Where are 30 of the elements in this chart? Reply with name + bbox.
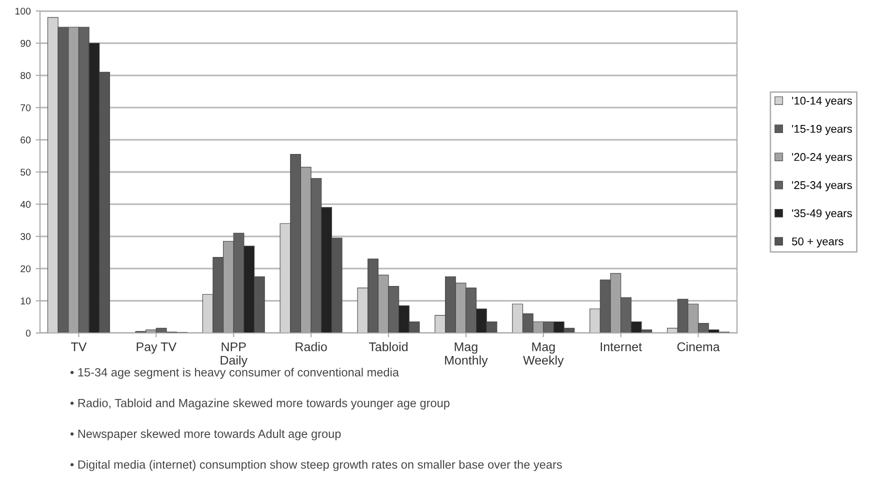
legend-label: '15-19 years	[792, 124, 852, 135]
x-tick-label: Mag Weekly	[523, 342, 564, 368]
legend-label: '20-24 years	[792, 153, 852, 164]
text: • Newspaper skewed more towards Adult age group	[70, 429, 341, 440]
y-tick-label: 30	[20, 233, 31, 240]
y-tick-label: 90	[20, 40, 31, 47]
text: • Digital media (internet) consumption show steep growth rates on smaller base over the years	[70, 460, 562, 472]
x-tick-label: Internet	[600, 342, 642, 352]
y-tick-label: 80	[20, 72, 31, 80]
x-tick-label: Cinema	[677, 342, 720, 352]
x-tick-label: NPP Daily	[220, 342, 248, 368]
x-tick-label: TV	[71, 342, 87, 352]
x-tick-label: Pay TV	[136, 342, 176, 354]
y-tick-label: 70	[20, 104, 31, 112]
text: • Radio, Tabloid and Magazine skewed more towards younger age group	[70, 398, 450, 410]
y-tick-label: 20	[20, 265, 31, 272]
legend-label: 50 + years	[792, 237, 844, 248]
x-tick-label: Mag Monthly	[445, 342, 488, 368]
legend-label: '35-49 years	[792, 209, 852, 220]
y-tick-label: 100	[15, 8, 31, 15]
x-tick-label: Tabloid	[368, 342, 408, 352]
text: • 15-34 age segment is heavy consumer of conventional media	[70, 368, 399, 379]
y-tick-label: 40	[20, 200, 31, 208]
y-tick-label: 0	[26, 330, 31, 337]
legend-label: '25-34 years	[792, 181, 852, 192]
y-tick-label: 10	[20, 298, 31, 304]
y-tick-label: 50	[20, 168, 31, 176]
legend-label: '10-14 years	[792, 96, 852, 107]
x-tick-label: Radio	[296, 342, 327, 352]
y-tick-label: 60	[20, 136, 31, 144]
